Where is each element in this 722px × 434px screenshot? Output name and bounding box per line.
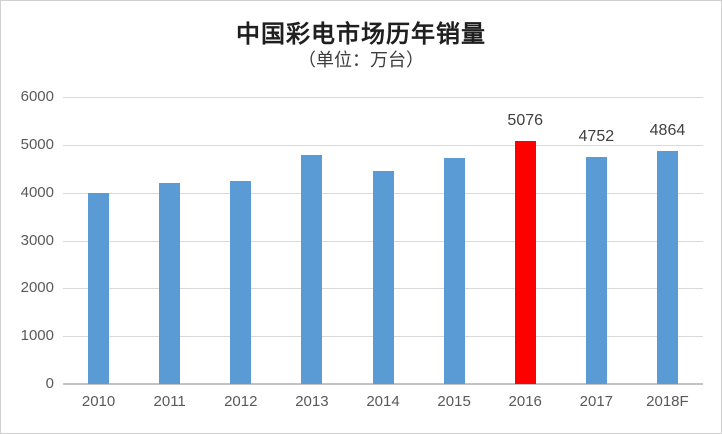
chart-subtitle: （单位：万台） bbox=[298, 50, 424, 70]
x-axis-line bbox=[63, 383, 703, 385]
y-tick-label-5000: 5000 bbox=[20, 135, 54, 153]
bar-2015 bbox=[443, 158, 465, 384]
x-axis: 2010 2011 2012 2013 2014 2015 2016 2017 2018F bbox=[63, 393, 703, 413]
bar-2013 bbox=[301, 154, 323, 384]
bar-2017 bbox=[585, 156, 607, 384]
x-tick-label-2016: 2016 bbox=[508, 393, 542, 410]
x-tick-label-2018F: 2018F bbox=[646, 393, 689, 410]
bar-2018F bbox=[656, 151, 678, 384]
y-tick-label-3000: 3000 bbox=[20, 231, 54, 249]
x-tick-label-2010: 2010 bbox=[81, 393, 116, 410]
bar-2011 bbox=[159, 183, 181, 384]
y-tick-label-6000: 6000 bbox=[20, 88, 54, 105]
bar-2016 bbox=[514, 141, 536, 384]
x-tick-label-2014: 2014 bbox=[366, 393, 400, 410]
plot-area: 5076 4752 4864 bbox=[63, 97, 703, 385]
value-label-2018F: 4864 bbox=[649, 122, 686, 140]
y-axis: 0 1000 2000 3000 4000 5000 6000 bbox=[1, 88, 54, 392]
y-tick-label-0: 0 bbox=[45, 375, 54, 392]
x-tick-label-2013: 2013 bbox=[295, 393, 329, 410]
x-tick-label-2017: 2017 bbox=[579, 393, 614, 410]
bar-2012 bbox=[230, 180, 252, 384]
y-tick-label-4000: 4000 bbox=[20, 183, 54, 201]
y-tick-label-2000: 2000 bbox=[20, 279, 54, 297]
bar-2014 bbox=[372, 171, 394, 384]
chart-title: 中国彩电市场历年销量 bbox=[236, 21, 486, 48]
x-tick-label-2012: 2012 bbox=[224, 393, 258, 410]
y-tick-label-1000: 1000 bbox=[20, 327, 54, 345]
bar-2010 bbox=[88, 192, 110, 384]
x-tick-label-2011: 2011 bbox=[153, 393, 186, 410]
gridline-5000 bbox=[63, 144, 703, 146]
value-label-2017: 4752 bbox=[578, 127, 615, 145]
gridline-6000 bbox=[63, 97, 703, 98]
x-tick-label-2015: 2015 bbox=[437, 393, 471, 410]
value-label-2016: 5076 bbox=[507, 112, 544, 130]
